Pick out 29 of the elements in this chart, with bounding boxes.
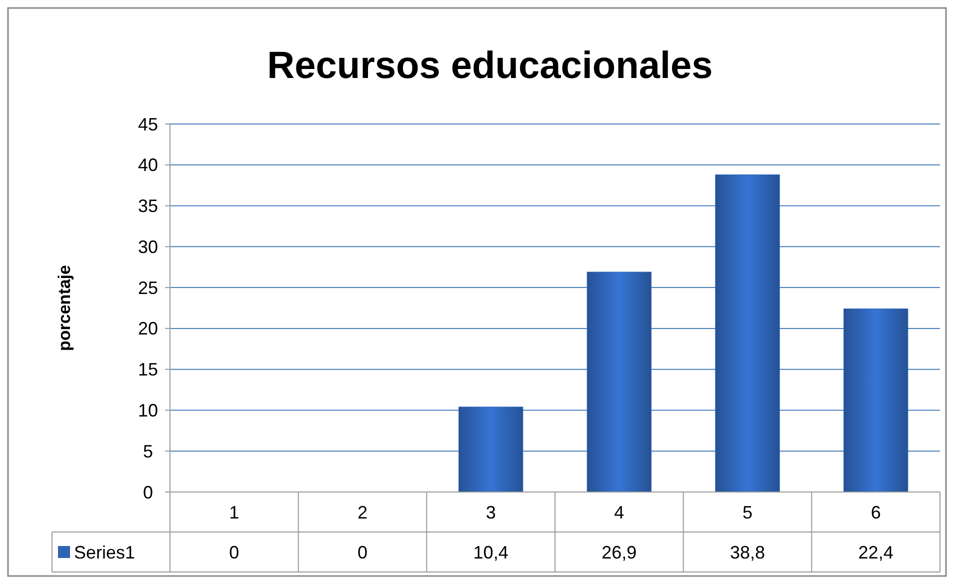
y-tick-label: 35 <box>138 196 158 216</box>
x-tick-label: 2 <box>357 502 368 522</box>
bar <box>715 174 780 492</box>
y-tick-label: 30 <box>138 236 158 257</box>
data-label: 22,4 <box>858 542 894 562</box>
legend-label: Series1 <box>74 542 136 562</box>
data-label: 10,4 <box>473 542 508 562</box>
y-tick-label: 5 <box>142 441 154 462</box>
x-tick-label: 3 <box>486 502 496 522</box>
y-tick-label: 20 <box>138 318 158 339</box>
y-tick-label: 40 <box>138 155 158 176</box>
y-tick-label: 10 <box>138 400 158 421</box>
chart-title: Recursos educacionales <box>267 45 713 87</box>
x-tick-label: 5 <box>742 502 753 522</box>
y-tick-label: 25 <box>138 278 158 298</box>
data-label: 38,8 <box>730 542 766 562</box>
y-tick-label: 45 <box>138 114 158 134</box>
y-tick-label: 0 <box>142 482 154 502</box>
data-label: 0 <box>229 542 240 562</box>
y-axis-title: porcentaje <box>55 265 74 351</box>
bar <box>458 406 524 492</box>
bar <box>844 308 908 492</box>
bar <box>586 272 652 492</box>
x-tick-label: 1 <box>229 502 240 522</box>
data-label: 26,9 <box>602 542 637 562</box>
x-tick-label: 4 <box>614 502 624 522</box>
data-label: 0 <box>357 542 368 562</box>
y-tick-label: 15 <box>138 360 158 380</box>
x-tick-label: 6 <box>870 502 881 522</box>
